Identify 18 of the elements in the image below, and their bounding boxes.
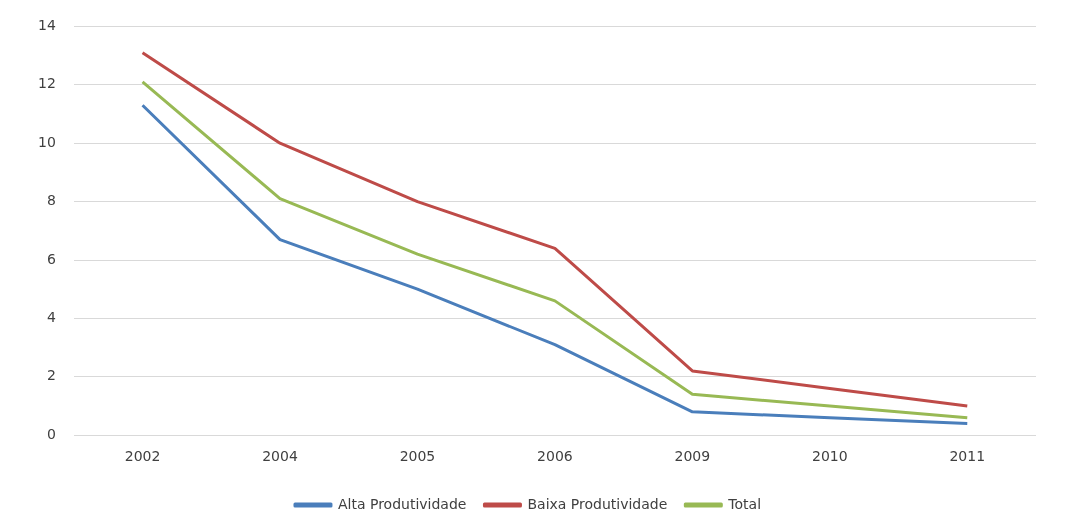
legend-label: Alta Produtividade (337, 495, 467, 512)
x-tick-label: 2002 (124, 448, 161, 465)
x-tick-label: 2004 (262, 448, 298, 465)
y-tick-label: 6 (46, 250, 56, 267)
x-tick-label: 2011 (949, 448, 986, 465)
x-tick-label: 2005 (399, 448, 436, 465)
y-tick-label: 12 (37, 75, 56, 92)
y-tick-label: 0 (46, 425, 56, 442)
legend-label: Baixa Produtividade (527, 495, 668, 512)
y-tick-label: 8 (46, 192, 56, 209)
legend-label: Total (727, 495, 762, 512)
y-tick-label: 10 (37, 133, 56, 150)
x-tick-label: 2006 (537, 448, 573, 465)
y-tick-label: 4 (46, 309, 56, 326)
x-tick-label: 2010 (812, 448, 848, 465)
x-tick-label: 2009 (674, 448, 711, 465)
y-tick-label: 14 (37, 17, 56, 34)
y-tick-label: 2 (46, 367, 56, 384)
